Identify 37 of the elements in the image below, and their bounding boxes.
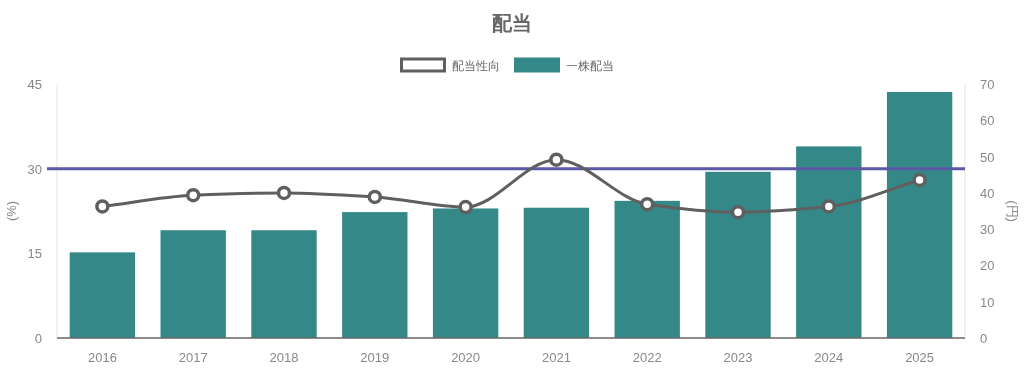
x-tick-label: 2022 <box>632 350 662 365</box>
y-tick-label: 0 <box>34 331 42 346</box>
legend-label: 一株配当 <box>566 59 614 73</box>
chart-title: 配当 <box>492 12 532 34</box>
x-tick-label: 2021 <box>541 350 571 365</box>
point <box>458 199 473 215</box>
y-tick-label: 30 <box>27 161 42 177</box>
point <box>821 199 837 214</box>
x-tick-label: 2024 <box>814 350 844 365</box>
y2-tick-label: 70 <box>980 77 995 92</box>
point <box>549 152 564 167</box>
point <box>639 196 655 212</box>
point <box>912 172 927 188</box>
point <box>276 185 292 201</box>
x-tick-label: 2018 <box>269 350 299 365</box>
x-tick-label: 2025 <box>905 350 935 365</box>
y2-tick-label: 50 <box>980 149 995 165</box>
x-tick-label: 2019 <box>360 350 390 365</box>
y2-tick-label: 40 <box>980 185 995 201</box>
y2-tick-label: 60 <box>980 113 995 129</box>
x-tick-label: 2017 <box>178 350 208 365</box>
y2-tick-label: 10 <box>980 294 995 310</box>
y-tick-label: 15 <box>27 246 42 262</box>
y2-tick-label: 30 <box>980 222 995 238</box>
y2-axis-title: (円) <box>1005 200 1020 222</box>
point <box>730 204 746 220</box>
y2-tick-label: 20 <box>980 258 995 274</box>
y2-tick-label: 0 <box>980 331 988 346</box>
x-tick-label: 2023 <box>723 350 753 365</box>
legend-label: 配当性向 <box>452 59 500 73</box>
point <box>185 187 201 203</box>
y-axis-title: (%) <box>4 200 19 222</box>
point <box>367 189 383 205</box>
point <box>95 199 110 214</box>
x-tick-label: 2016 <box>87 350 117 365</box>
y-tick-label: 45 <box>27 77 42 92</box>
x-tick-label: 2020 <box>451 350 481 365</box>
